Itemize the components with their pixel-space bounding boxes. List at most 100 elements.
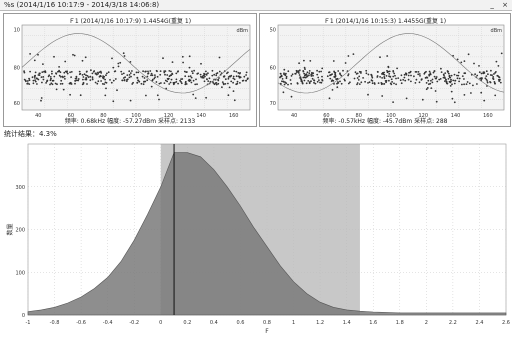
- data-point: [444, 80, 446, 82]
- data-point: [480, 91, 483, 94]
- data-point: [36, 83, 38, 85]
- data-point: [58, 66, 60, 68]
- right-spectrum-plot[interactable]: 50 60 70 40 60 80 100 120 140 160 dBm: [260, 14, 510, 126]
- data-point: [440, 71, 443, 73]
- data-point: [171, 61, 174, 63]
- data-point: [245, 71, 248, 74]
- data-point: [463, 83, 465, 86]
- data-point: [130, 75, 132, 78]
- data-point: [163, 71, 166, 74]
- data-point: [291, 73, 294, 76]
- data-point: [430, 79, 432, 82]
- minimize-button[interactable]: _: [490, 1, 494, 9]
- data-point: [57, 70, 59, 73]
- x-tick-label: -0.2: [129, 320, 139, 326]
- data-point: [91, 78, 94, 80]
- data-point: [165, 87, 168, 90]
- data-point: [389, 76, 392, 78]
- data-point: [82, 78, 84, 81]
- data-point: [51, 72, 53, 75]
- data-point: [410, 74, 412, 77]
- data-point: [68, 82, 71, 85]
- data-point: [129, 72, 132, 74]
- data-point: [151, 74, 154, 77]
- data-point: [23, 78, 26, 81]
- data-point: [290, 95, 293, 98]
- data-point: [282, 80, 285, 83]
- data-point: [49, 79, 52, 82]
- data-point: [26, 80, 29, 82]
- data-point: [201, 75, 204, 78]
- close-button[interactable]: ×: [502, 1, 508, 9]
- data-point: [314, 82, 317, 85]
- data-point: [189, 75, 192, 77]
- data-point: [218, 70, 221, 73]
- data-point: [175, 81, 178, 83]
- data-point: [117, 62, 120, 65]
- data-point: [89, 75, 92, 78]
- data-point: [461, 75, 464, 77]
- distribution-chart-svg[interactable]: -1 -0.8 -0.6 -0.4 -0.2 0 0.2 0.4 0.6 0.8 1 1.2 1.4 1.…: [0, 140, 512, 341]
- data-point: [431, 78, 434, 81]
- data-point: [480, 72, 483, 75]
- data-point: [478, 65, 480, 67]
- left-spectrum-plot[interactable]: 10 80 60 40 60 80 100 120 140 160 dBm: [4, 14, 256, 126]
- data-point: [215, 72, 218, 75]
- title-bar: %s (2014/1/16 10:17:9 - 2014/3/18 14:06:…: [0, 0, 512, 11]
- data-point: [53, 55, 55, 58]
- data-point: [303, 79, 306, 82]
- y-tick-label: 50: [270, 27, 276, 33]
- data-point: [44, 71, 47, 74]
- data-point: [143, 81, 145, 83]
- data-point: [340, 82, 343, 85]
- y-tick-label: 60: [270, 66, 276, 72]
- data-point: [150, 85, 153, 88]
- data-point: [75, 79, 78, 82]
- data-point: [91, 76, 94, 79]
- data-point: [34, 75, 36, 77]
- data-point: [454, 79, 456, 82]
- data-point: [86, 75, 89, 77]
- data-point: [49, 76, 52, 78]
- data-point: [205, 74, 208, 76]
- data-point: [337, 82, 340, 84]
- data-point: [281, 78, 284, 80]
- data-point: [371, 82, 374, 85]
- data-point: [218, 56, 221, 59]
- data-point: [168, 75, 171, 78]
- data-point: [472, 84, 474, 87]
- data-point: [417, 71, 420, 73]
- data-point: [383, 73, 386, 76]
- data-point: [302, 70, 305, 73]
- data-point: [487, 73, 489, 76]
- data-point: [295, 69, 298, 72]
- data-point: [170, 70, 172, 73]
- data-point: [85, 71, 88, 73]
- data-point: [339, 80, 341, 83]
- data-point: [123, 55, 126, 57]
- data-point: [147, 72, 149, 75]
- data-point: [54, 82, 57, 85]
- data-point: [447, 78, 450, 80]
- data-point: [287, 70, 290, 73]
- data-point: [188, 66, 191, 69]
- data-point: [347, 55, 350, 57]
- data-point: [284, 81, 286, 84]
- data-point: [42, 63, 44, 65]
- data-point: [37, 74, 40, 76]
- data-point: [129, 99, 132, 102]
- y-tick-label: 300: [15, 185, 25, 191]
- data-point: [413, 75, 415, 78]
- data-point: [308, 70, 311, 72]
- data-point: [468, 82, 471, 85]
- data-point: [29, 53, 31, 55]
- data-point: [224, 78, 227, 81]
- data-point: [84, 78, 87, 81]
- data-point: [32, 82, 35, 85]
- data-point: [105, 81, 108, 84]
- data-point: [200, 75, 202, 78]
- data-point: [60, 76, 62, 78]
- data-point: [490, 69, 492, 72]
- data-point: [87, 76, 90, 78]
- data-point: [42, 76, 45, 78]
